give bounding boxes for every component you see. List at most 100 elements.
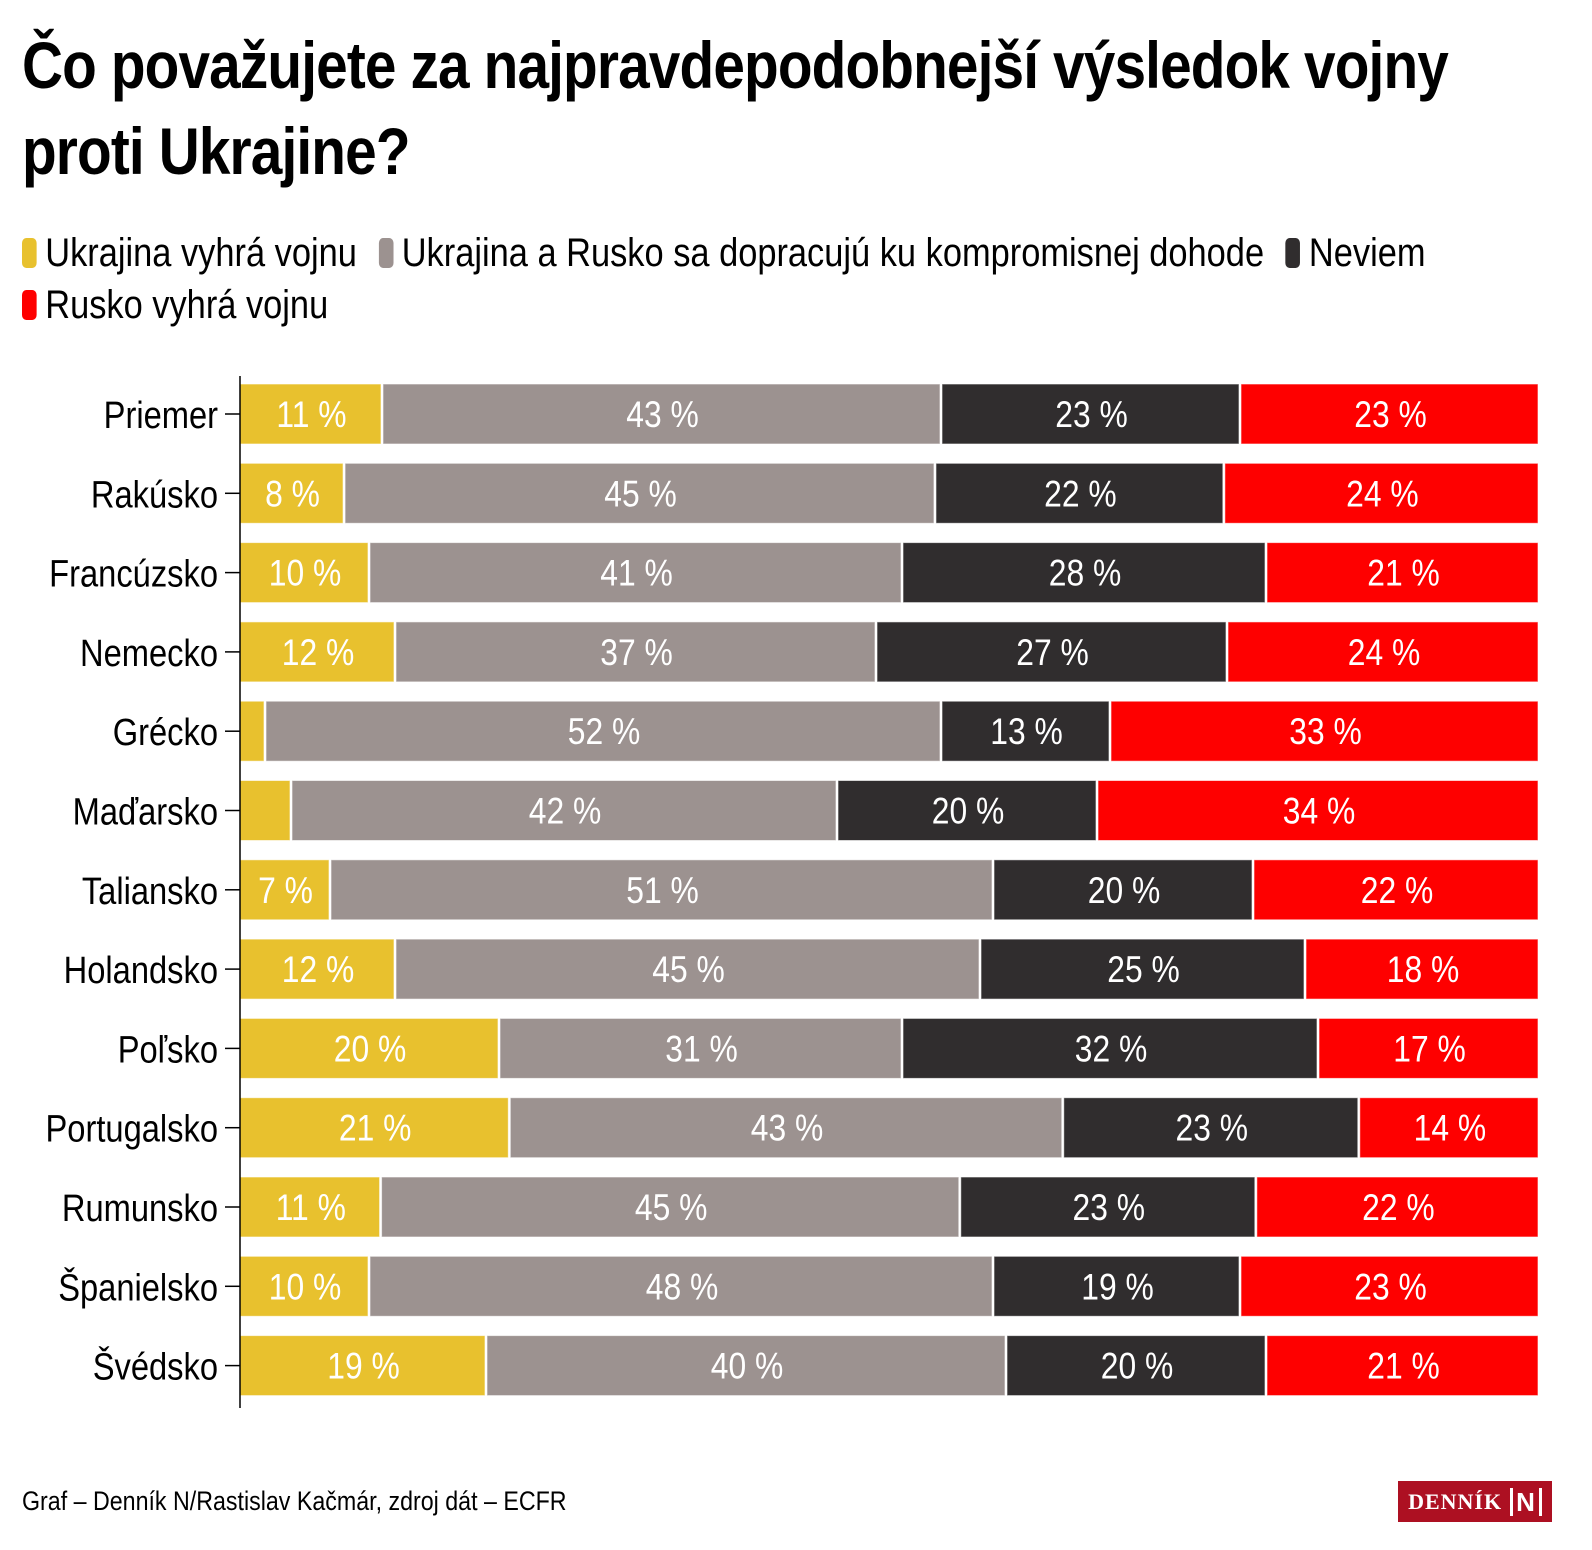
bar-segment	[239, 1335, 486, 1397]
bar-segment	[1305, 938, 1539, 1000]
bar-segment	[239, 621, 395, 683]
bar-segment	[381, 1176, 960, 1238]
category-label: Rumunsko	[62, 1187, 218, 1230]
category-label: Španielsko	[58, 1266, 218, 1309]
bar-segment	[486, 1335, 1006, 1397]
category-label: Nemecko	[80, 632, 218, 675]
data-label: 19 %	[327, 1346, 400, 1387]
category-label: Holandsko	[64, 949, 218, 992]
bar-segment	[1110, 700, 1539, 762]
legend-item-ukraine-wins: Ukrajina vyhrá vojnu	[22, 228, 357, 278]
data-label: 24 %	[1348, 633, 1421, 674]
bar-segment	[291, 780, 837, 841]
bars-layer: 11 % 43 % 23 % 23 % 8 % 45 % 22 % 24 % 10 % 41 % 2…	[239, 383, 1539, 1397]
bar-segment	[239, 462, 344, 524]
bar-segment	[239, 938, 395, 1000]
category-label: Grécko	[113, 711, 218, 754]
legend-item-compromise: Ukrajina a Rusko sa dopracujú ku komprom…	[378, 228, 1264, 278]
data-label: 28 %	[1049, 553, 1122, 594]
data-label: 45 %	[652, 950, 725, 991]
bar-segment	[1253, 859, 1539, 921]
data-label: 25 %	[1107, 950, 1180, 991]
bar-segment	[239, 780, 291, 841]
bar-segment	[993, 1255, 1240, 1317]
category-label: Portugalsko	[46, 1107, 218, 1150]
data-label: 52 %	[568, 712, 641, 753]
legend: Ukrajina vyhrá vojnu Ukrajina a Rusko sa…	[22, 228, 1570, 332]
data-label: 22 %	[1361, 871, 1434, 912]
category-label: Taliansko	[82, 869, 218, 912]
bar-segment	[509, 1097, 1063, 1159]
bar-segment	[902, 542, 1266, 604]
data-label: 14 %	[1414, 1109, 1487, 1150]
data-label: 18 %	[1387, 950, 1460, 991]
legend-swatch	[378, 238, 394, 268]
data-label: 23 %	[1354, 1267, 1427, 1308]
logo-n-mark-icon: N	[1510, 1487, 1542, 1516]
legend-swatch	[22, 290, 37, 320]
data-label: 20 %	[1088, 871, 1161, 912]
stacked-bar-chart: 11 % 43 % 23 % 23 % 8 % 45 % 22 % 24 % 10 % 41 % 2…	[46, 376, 1539, 1408]
data-label: 45 %	[635, 1188, 708, 1229]
data-label: 8 %	[265, 474, 320, 515]
bar-segment	[876, 621, 1227, 683]
data-label: 31 %	[665, 1029, 738, 1070]
bar-segment	[1240, 1255, 1539, 1317]
data-label: 21 %	[1367, 1346, 1440, 1387]
bar-segment	[993, 859, 1253, 921]
data-label: 21 %	[339, 1109, 412, 1150]
bar-segment	[980, 938, 1305, 1000]
legend-label: Rusko vyhrá vojnu	[45, 283, 329, 327]
bar-segment	[239, 383, 382, 445]
bar-segment	[369, 1255, 993, 1317]
data-label: 42 %	[529, 791, 602, 832]
bar-segment	[960, 1176, 1256, 1238]
data-label: 20 %	[1101, 1346, 1174, 1387]
category-label: Maďarsko	[73, 790, 218, 833]
category-labels-layer: Priemer Rakúsko Francúzsko Nemecko Grécko Maď…	[46, 394, 240, 1388]
bar-segment	[1227, 621, 1539, 683]
data-label: 11 %	[276, 1188, 346, 1229]
chart-title: Čo považujete za najpravdepodobnejší výs…	[22, 28, 1449, 188]
data-label: 51 %	[626, 871, 699, 912]
bar-segment	[395, 938, 980, 1000]
dennik-n-logo: DENNÍK N	[1398, 1481, 1552, 1522]
data-label: 23 %	[1176, 1109, 1249, 1150]
bar-segment	[330, 859, 993, 921]
bar-segment	[239, 1176, 381, 1238]
bar-segment	[1097, 780, 1539, 841]
bar-segment	[265, 700, 941, 762]
bar-segment	[1266, 542, 1539, 604]
data-label: 41 %	[600, 553, 673, 594]
bar-segment	[499, 1017, 902, 1079]
data-label: 10 %	[269, 1267, 342, 1308]
bar-segment	[1359, 1097, 1539, 1159]
bar-segment	[239, 700, 265, 762]
legend-item-russia-wins: Rusko vyhrá vojnu	[22, 280, 328, 330]
bar-segment	[1006, 1335, 1266, 1397]
bar-segment	[395, 621, 876, 683]
data-label: 43 %	[751, 1109, 824, 1150]
bar-segment	[1063, 1097, 1359, 1159]
data-label: 43 %	[626, 395, 699, 436]
data-label: 27 %	[1016, 633, 1089, 674]
data-label: 37 %	[600, 633, 673, 674]
category-label: Rakúsko	[91, 473, 218, 516]
data-label: 48 %	[646, 1267, 719, 1308]
data-label: 24 %	[1346, 474, 1419, 515]
source-credit: Graf – Denník N/Rastislav Kačmár, zdroj …	[22, 1486, 567, 1516]
legend-item-dont-know: Neviem	[1285, 228, 1426, 278]
data-label: 34 %	[1283, 791, 1356, 832]
data-label: 32 %	[1075, 1029, 1148, 1070]
bar-segment	[837, 780, 1097, 841]
data-label: 23 %	[1073, 1188, 1146, 1229]
data-label: 20 %	[932, 791, 1005, 832]
data-label: 12 %	[282, 633, 355, 674]
legend-label: Ukrajina a Rusko sa dopracujú ku komprom…	[401, 231, 1265, 275]
legend-swatch	[22, 238, 37, 268]
bar-segment	[369, 542, 902, 604]
category-label: Švédsko	[93, 1345, 218, 1388]
bar-segment	[239, 1255, 369, 1317]
bar-segment	[941, 700, 1110, 762]
data-label: 21 %	[1367, 553, 1440, 594]
